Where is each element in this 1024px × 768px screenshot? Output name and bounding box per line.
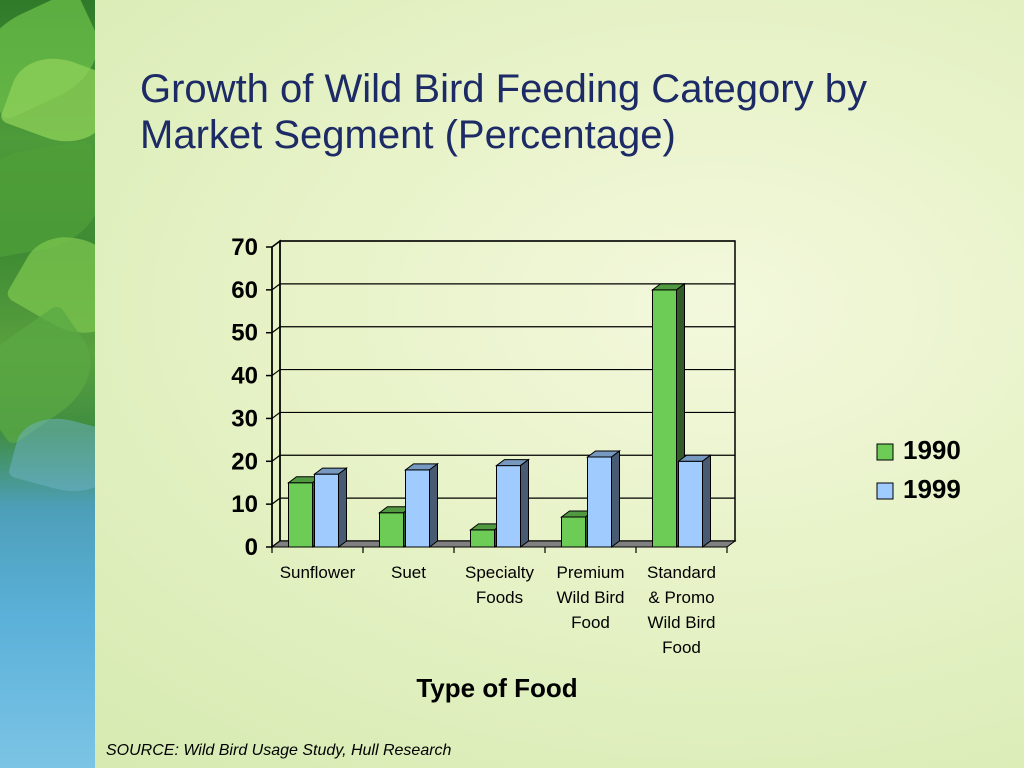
- chart-legend: 1990 1999: [876, 435, 961, 504]
- y-axis-ticks: 0 10 20 30 40 50 60 70: [231, 234, 272, 561]
- bar: [586, 450, 621, 548]
- x-axis-categories: Sunflower Suet Specialty Foods Premium Wild B…: [271, 547, 728, 657]
- legend-swatch: [876, 443, 894, 461]
- bar: [313, 467, 348, 548]
- y-tick-label: 0: [245, 534, 258, 561]
- bar-side: [338, 467, 347, 548]
- bar-front: [379, 512, 404, 548]
- bar-front: [587, 456, 612, 548]
- bar-front: [678, 460, 703, 548]
- legend-label: 1999: [903, 474, 961, 504]
- bar-front: [470, 529, 495, 548]
- bar: [404, 462, 439, 548]
- x-category-label: Specialty Foods: [465, 563, 534, 607]
- x-category-label: Standard & Promo Wild Bird Food: [647, 563, 716, 657]
- x-category-label: Sunflower: [280, 563, 356, 582]
- legend-label: 1990: [903, 435, 961, 465]
- y-tick-label: 70: [231, 234, 258, 261]
- y-tick-label: 30: [231, 405, 258, 432]
- legend-swatch: [876, 482, 894, 500]
- decorative-leaf-strip: [0, 0, 95, 768]
- bar-front: [652, 289, 677, 548]
- bar-side: [429, 462, 438, 548]
- y-tick-label: 10: [231, 491, 258, 518]
- source-note: SOURCE: Wild Bird Usage Study, Hull Rese…: [106, 742, 452, 759]
- bar-front: [405, 469, 430, 548]
- chart-bars: [287, 282, 712, 548]
- y-tick-label: 20: [231, 448, 258, 475]
- bar: [677, 454, 712, 548]
- y-tick-label: 40: [231, 363, 258, 390]
- bar-side: [702, 454, 711, 548]
- bar-front: [496, 465, 521, 548]
- bar-front: [314, 473, 339, 548]
- bar-side: [520, 458, 529, 548]
- slide-title: Growth of Wild Bird Feeding Category by …: [140, 67, 867, 157]
- x-category-label: Premium Wild Bird Food: [556, 563, 624, 632]
- x-category-label: Suet: [391, 563, 426, 582]
- bar: [495, 458, 530, 548]
- gridline: [271, 240, 735, 248]
- bar-front: [561, 516, 586, 548]
- bar-front: [288, 482, 313, 548]
- bar-side: [611, 450, 620, 548]
- y-tick-label: 50: [231, 320, 258, 347]
- y-tick-label: 60: [231, 277, 258, 304]
- x-axis-title: Type of Food: [416, 673, 577, 703]
